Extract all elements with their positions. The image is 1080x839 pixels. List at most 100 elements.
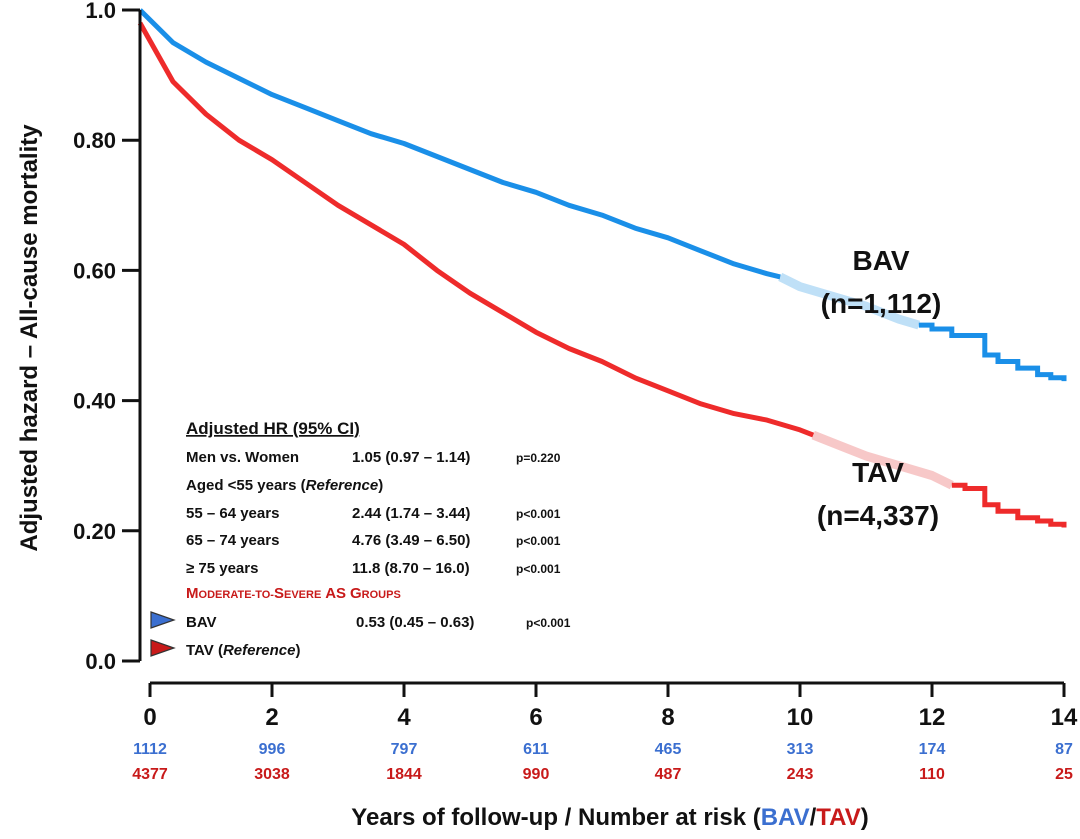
tav-at-risk-count: 243	[787, 766, 814, 783]
hr-group-header-letter: O	[199, 589, 208, 601]
y-tick-label: 0.80	[73, 128, 116, 153]
y-tick-label: 1.0	[85, 0, 116, 23]
hr-row-label-text: )	[295, 642, 300, 659]
tav-at-risk-count: 487	[655, 766, 682, 783]
axes	[122, 8, 1066, 697]
tav-group-label: TAV (Reference)	[186, 642, 300, 659]
hr-group-header-letter: E	[215, 589, 222, 601]
y-tick-label: 0.20	[73, 519, 116, 544]
hr-row-label: ≥ 75 years	[186, 560, 258, 577]
hr-row-p-value: p=0.220	[516, 451, 561, 465]
hr-row-label: Men vs. Women	[186, 449, 299, 466]
hr-group-header-letter: R	[222, 589, 230, 601]
y-tick-label: 0.60	[73, 258, 116, 283]
hr-group-header-letter: E	[244, 589, 251, 601]
hr-group-header-letter: T	[255, 589, 262, 601]
hr-reference-text: Reference	[223, 642, 296, 659]
bav-series-label: BAV	[852, 245, 909, 276]
bav-group-value: 0.53 (0.45 – 0.63)	[356, 614, 474, 631]
x-axis-label-tav: TAV	[816, 804, 860, 831]
x-axis-label-text: Years of follow-up / Number at risk (	[351, 804, 760, 831]
hr-group-header-letter: O	[370, 589, 379, 601]
x-tick-label: 2	[265, 704, 278, 731]
hr-group-header-letter: E	[299, 589, 306, 601]
tav-at-risk-count: 3038	[254, 766, 290, 783]
hr-reference-text: Reference	[306, 477, 379, 494]
hr-group-header-letter: -	[270, 589, 274, 601]
hr-group-header-letter: P	[386, 589, 393, 601]
series-annotations: BAV (n=1,112) TAV (n=4,337)	[817, 245, 941, 531]
hr-row-value: 11.8 (8.70 – 16.0)	[352, 560, 470, 577]
y-tick-label: 0.40	[73, 389, 116, 414]
tav-survival-curve	[137, 21, 815, 438]
tav-at-risk-count: 990	[523, 766, 550, 783]
bav-at-risk-count: 313	[787, 741, 814, 758]
bav-at-risk-count: 174	[919, 741, 946, 758]
hr-group-header-letter: S	[274, 585, 284, 602]
y-axis-label: Adjusted hazard – All-cause mortality	[16, 124, 43, 552]
hr-table-title: Adjusted HR (95% CI)	[186, 419, 360, 438]
x-axis-label-text: )	[861, 804, 869, 831]
hr-group-header-letter: M	[186, 585, 199, 602]
x-tick-label: 14	[1051, 704, 1078, 731]
survival-curves	[137, 8, 1067, 528]
bav-triangle-marker	[150, 611, 176, 629]
hr-group-header-letter: -	[252, 589, 256, 601]
hr-group-header-letter: G	[350, 585, 362, 602]
bav-series-count: (n=1,112)	[821, 288, 942, 319]
x-tick-label: 10	[787, 704, 814, 731]
hr-group-header-letter: A	[230, 589, 238, 601]
hr-group-header-letter: V	[291, 589, 299, 601]
tav-triangle-marker	[150, 639, 176, 657]
x-axis-label: Years of follow-up / Number at risk (BAV…	[351, 804, 868, 831]
hr-row-label-text: Aged <55 years (	[186, 477, 306, 494]
x-tick-label: 0	[143, 704, 156, 731]
hr-row-p-value: p<0.001	[516, 507, 561, 521]
tav-series-label: TAV	[852, 457, 904, 488]
tav-at-risk-count: 4377	[132, 766, 168, 783]
x-tick-label: 8	[661, 704, 674, 731]
hr-row-label: 55 – 64 years	[186, 505, 279, 522]
hr-group-header: MODERATE-TO-SEVERE AS GROUPS	[186, 585, 401, 602]
hr-group-header-letter: S	[336, 585, 346, 602]
tav-at-risk-count: 110	[919, 766, 945, 783]
tick-labels: 0.0 0.20 0.40 0.60 0.80 1.0 0 2 4 6 8 10 12 14	[73, 0, 1078, 731]
hr-row-label: Aged <55 years (Reference)	[186, 477, 383, 494]
bav-group-p-value: p<0.001	[526, 616, 571, 630]
tav-series-count: (n=4,337)	[817, 500, 939, 531]
hr-group-header-letter: R	[306, 589, 314, 601]
x-tick-label: 6	[529, 704, 542, 731]
tav-survival-curve-tail	[951, 482, 1067, 528]
tav-confidence-band	[811, 430, 954, 490]
hr-group-header-letter: U	[378, 589, 386, 601]
bav-group-label: BAV	[186, 614, 217, 631]
hr-row-value: 2.44 (1.74 – 3.44)	[352, 505, 470, 522]
bav-survival-curve-tail	[918, 322, 1067, 382]
bav-at-risk-count: 996	[259, 741, 286, 758]
bav-survival-curve	[138, 8, 781, 280]
hr-group-header-letter: E	[314, 589, 321, 601]
hr-group-header-letter: D	[207, 589, 215, 601]
hr-row-label-text: )	[378, 477, 383, 494]
hr-group-header-letter: O	[262, 589, 271, 601]
x-axis-label-bav: BAV	[761, 804, 810, 831]
hr-row-p-value: p<0.001	[516, 562, 561, 576]
hr-group-header-letter: T	[237, 589, 244, 601]
x-tick-label: 4	[397, 704, 411, 731]
hr-group-header-letter: A	[325, 585, 336, 602]
bav-at-risk-count: 1112	[133, 741, 167, 758]
tav-at-risk-count: 25	[1055, 766, 1073, 783]
x-axis-label-slash: /	[810, 804, 817, 831]
bav-at-risk-count: 465	[655, 741, 682, 758]
bav-confidence-band	[778, 272, 921, 330]
hr-row-label-text: TAV (	[186, 642, 223, 659]
bav-at-risk-count: 797	[391, 741, 418, 758]
bav-at-risk-count: 611	[523, 741, 549, 758]
hr-row-value: 1.05 (0.97 – 1.14)	[352, 449, 470, 466]
bav-at-risk-count: 87	[1055, 741, 1073, 758]
y-tick-label: 0.0	[85, 649, 116, 674]
tav-at-risk-count: 1844	[386, 766, 422, 783]
hr-row-p-value: p<0.001	[516, 534, 561, 548]
hr-group-header-letter: E	[284, 589, 291, 601]
